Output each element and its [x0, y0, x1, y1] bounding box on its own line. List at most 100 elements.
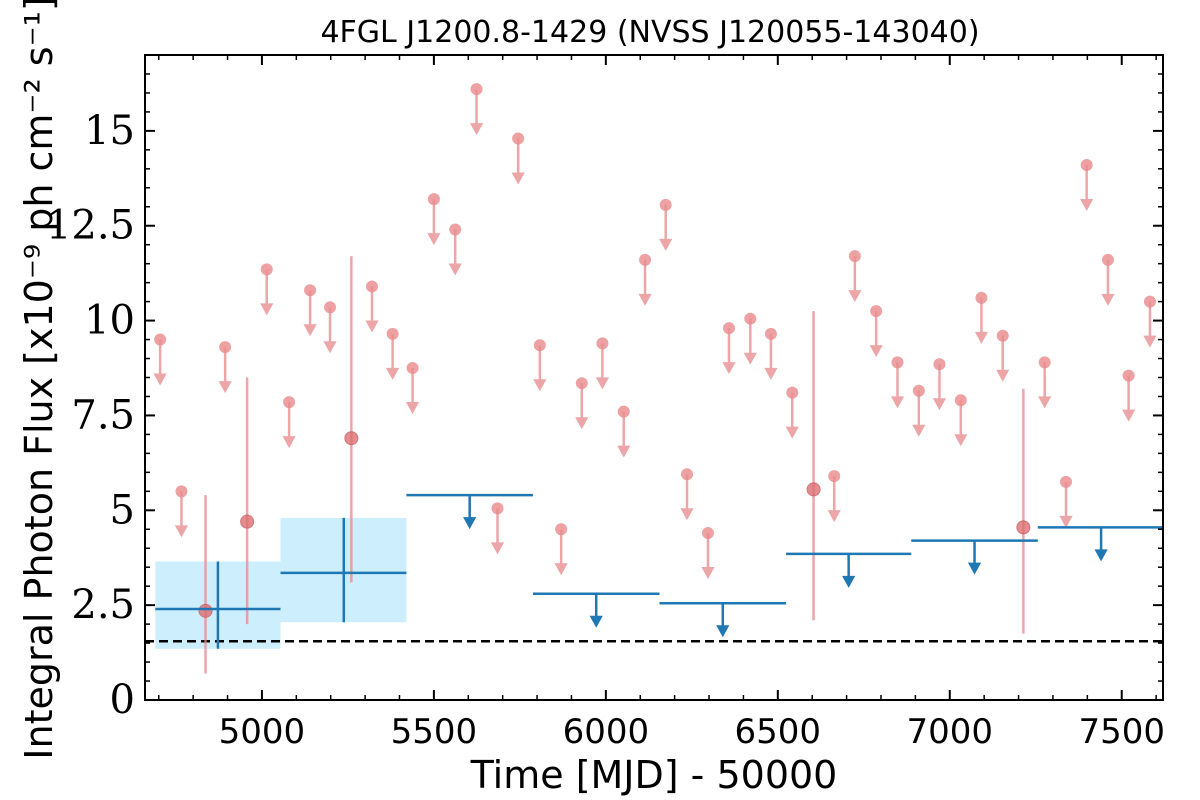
coarse-upper-limit-arrow-5-head [1094, 549, 1108, 562]
fine-upper-limit-marker-13 [491, 502, 504, 515]
fine-upper-limit-arrow-42 [1143, 301, 1157, 348]
fine-upper-limit-arrow-24 [722, 328, 736, 375]
fine-upper-limit-arrow-27-head [785, 426, 799, 439]
fine-upper-limit-arrow-34-head [954, 434, 968, 447]
fine-upper-limit-marker-27 [786, 386, 799, 399]
fine-upper-limit-arrow-31 [890, 362, 905, 409]
fine-upper-limit-marker-11 [449, 223, 462, 236]
fine-upper-limit-marker-31 [891, 356, 904, 369]
fine-upper-limit-arrow-19 [617, 411, 631, 458]
fine-upper-limit-marker-23 [701, 527, 714, 540]
fine-upper-limit-arrow-30-head [869, 345, 883, 358]
fine-upper-limit-arrow-6-head [323, 341, 337, 354]
fine-upper-limit-marker-22 [681, 468, 694, 481]
fine-upper-limit-marker-6 [324, 301, 337, 314]
y-tick-label-4: 10 [84, 298, 135, 344]
fine-upper-limit-arrow-0 [153, 339, 167, 386]
fine-upper-limit-arrow-0-head [153, 373, 167, 386]
fine-upper-limit-arrow-21 [659, 204, 673, 251]
fine-upper-limit-arrow-7 [365, 286, 379, 333]
fine-upper-limit-arrow-41-head [1122, 409, 1136, 422]
fine-upper-limit-marker-34 [954, 394, 967, 407]
fine-upper-limit-arrow-35 [974, 297, 989, 344]
fine-upper-limit-arrow-18-head [595, 377, 610, 390]
x-tick-label-3: 6500 [735, 712, 822, 752]
x-tick-label-2: 6000 [563, 712, 650, 752]
fine-upper-limit-marker-21 [659, 198, 672, 211]
fine-upper-limit-marker-0 [154, 333, 167, 346]
fine-upper-limit-marker-25 [744, 312, 757, 325]
fine-upper-limit-marker-8 [386, 327, 399, 340]
axis-ticks: 5000 5500 6000 6500 7000 7500 0 2.5 5 7.5 10 12.5 15 [46, 55, 1165, 752]
fine-upper-limit-marker-18 [596, 337, 609, 350]
fine-upper-limit-marker-26 [764, 327, 777, 340]
fine-upper-limit-marker-37 [1038, 356, 1051, 369]
coarse-upper-limit-arrow-1 [589, 593, 603, 628]
fine-upper-limit-arrow-30 [869, 311, 883, 358]
data-layer [145, 83, 1163, 674]
fine-upper-limit-arrow-22-head [680, 508, 694, 521]
y-tick-label-2: 5 [110, 487, 135, 533]
fine-upper-limit-marker-38 [1060, 475, 1073, 488]
fine-upper-limit-arrow-31-head [890, 396, 905, 409]
fine-upper-limit-arrow-32 [912, 390, 926, 437]
fine-upper-limit-arrow-37 [1038, 362, 1052, 409]
fine-upper-limit-marker-28 [828, 470, 841, 483]
fine-upper-limit-arrow-2 [218, 347, 232, 394]
y-axis-label: Integral Photon Flux [x10⁻⁹ ph cm⁻² s⁻¹] [17, 0, 61, 760]
fine-upper-limit-marker-33 [933, 358, 946, 371]
fine-upper-limit-marker-1 [175, 485, 188, 498]
fine-upper-limit-arrow-38 [1059, 481, 1073, 528]
x-tick-label-1: 5500 [391, 712, 478, 752]
fine-upper-limit-arrow-3-head [260, 303, 274, 316]
fine-upper-limit-arrow-12 [469, 89, 484, 136]
fine-upper-limit-marker-40 [1101, 253, 1114, 266]
coarse-upper-limit-arrow-4-head [967, 562, 982, 575]
fine-upper-limit-arrow-11 [448, 229, 462, 276]
fine-upper-limit-arrow-23 [701, 533, 715, 580]
fine-upper-limit-arrow-23-head [701, 567, 715, 580]
coarse-upper-limit-arrow-0 [463, 495, 477, 530]
fine-upper-limit-arrow-33-head [932, 398, 947, 411]
fine-detection-marker-2 [344, 431, 359, 446]
fine-upper-limit-arrow-20-head [638, 293, 652, 306]
coarse-upper-limit-arrow-4 [967, 540, 982, 575]
fine-upper-limit-arrow-29-head [848, 290, 862, 303]
fine-upper-limit-marker-20 [639, 253, 652, 266]
coarse-upper-limit-arrow-3-head [842, 575, 856, 588]
coarse-upper-limit-arrow-2 [716, 603, 730, 638]
fine-upper-limit-arrow-35-head [974, 331, 989, 344]
fine-upper-limit-arrow-28 [827, 476, 841, 523]
fine-upper-limit-marker-30 [870, 305, 883, 318]
fine-upper-limit-arrow-25-head [743, 352, 757, 365]
fine-upper-limit-arrow-6 [323, 307, 337, 354]
fine-upper-limit-arrow-15-head [533, 379, 547, 392]
fine-upper-limit-arrow-22 [680, 474, 694, 521]
fine-upper-limit-arrow-32-head [912, 424, 926, 437]
fine-upper-limit-arrow-16 [554, 529, 568, 576]
fine-upper-limit-arrow-5 [303, 290, 317, 337]
fine-upper-limit-arrow-24-head [722, 362, 736, 375]
fine-upper-limit-arrow-1 [174, 491, 189, 538]
fine-upper-limit-arrow-33 [932, 364, 947, 411]
fine-upper-limit-arrow-1-head [174, 525, 189, 538]
fine-upper-limit-arrow-15 [533, 345, 547, 392]
x-axis-label: Time [MJD] - 50000 [470, 753, 838, 797]
fine-upper-limit-arrow-39-head [1080, 199, 1094, 212]
fine-upper-limit-arrow-10-head [427, 233, 441, 246]
fine-upper-limit-marker-36 [996, 329, 1009, 342]
fine-upper-limit-arrow-14 [511, 138, 525, 185]
y-tick-label-1: 2.5 [71, 582, 135, 628]
fine-upper-limit-marker-14 [512, 132, 525, 145]
fine-upper-limit-arrow-37-head [1038, 396, 1052, 409]
fine-upper-limit-arrow-9-head [405, 402, 420, 415]
fine-upper-limit-arrow-17 [575, 383, 589, 430]
fine-upper-limit-arrow-38-head [1059, 515, 1073, 528]
fine-upper-limit-arrow-2-head [218, 381, 232, 394]
fine-upper-limit-arrow-13-head [490, 542, 505, 555]
fine-upper-limit-marker-15 [533, 339, 546, 352]
fine-upper-limit-marker-12 [470, 83, 483, 96]
fine-upper-limit-arrow-4 [282, 402, 296, 449]
fine-upper-limit-arrow-40-head [1101, 293, 1115, 306]
